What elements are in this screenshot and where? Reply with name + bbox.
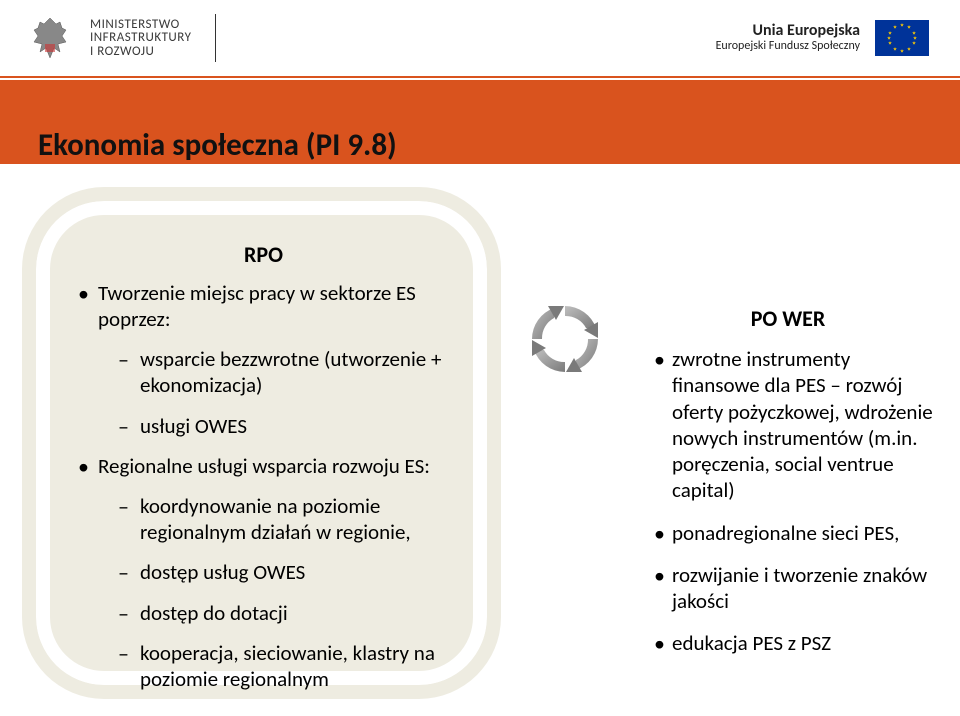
eu-flag-icon (874, 19, 930, 57)
right-panel: PO WER zwrotne instrumenty finansowe dla… (636, 305, 940, 673)
ministry-line1: MINISTERSTWO (90, 18, 191, 32)
page-title: Ekonomia społeczna (PI 9.8) (38, 126, 397, 164)
right-list: zwrotne instrumenty finansowe dla PES – … (636, 346, 940, 657)
left-sub: kooperacja, sieciowanie, klastry na pozi… (118, 640, 449, 693)
left-sub: wsparcie bezzwrotne (utworzenie + ekonom… (118, 346, 449, 399)
left-panel: RPO Tworzenie miejsc pracy w sektorze ES… (24, 189, 499, 697)
left-sub: dostęp do dotacji (118, 600, 449, 626)
eu-block: Unia Europejska Europejski Fundusz Społe… (716, 19, 930, 57)
right-heading: PO WER (636, 305, 940, 332)
left-sub: koordynowanie na poziomie regionalnym dz… (118, 493, 449, 546)
left-sub: dostęp usług OWES (118, 559, 449, 585)
left-heading: RPO (78, 241, 449, 268)
left-item-1-subs: koordynowanie na poziomie regionalnym dz… (78, 493, 449, 693)
eu-text: Unia Europejska Europejski Fundusz Społe… (716, 22, 860, 54)
left-sub: usługi OWES (118, 413, 449, 439)
left-item-1: Regionalne usługi wsparcia rozwoju ES: (78, 453, 449, 479)
ministry-block: MINISTERSTWO INFRASTRUKTURY I ROZWOJU (30, 14, 216, 62)
ministry-line3: I ROZWOJU (90, 45, 191, 59)
ministry-line2: INFRASTRUKTURY (90, 31, 191, 45)
cycle-arrows-icon (524, 298, 606, 380)
left-item-0: Tworzenie miejsc pracy w sektorze ES pop… (78, 280, 449, 332)
eagle-emblem-icon (30, 14, 70, 62)
slide: MINISTERSTWO INFRASTRUKTURY I ROZWOJU Un… (0, 0, 960, 716)
header-bar: MINISTERSTWO INFRASTRUKTURY I ROZWOJU Un… (0, 0, 960, 78)
right-item: ponadregionalne sieci PES, (654, 520, 940, 546)
left-item-0-subs: wsparcie bezzwrotne (utworzenie + ekonom… (78, 346, 449, 439)
right-item: rozwijanie i tworzenie znaków jakości (654, 562, 940, 615)
right-item: edukacja PES z PSZ (654, 630, 940, 656)
right-item: zwrotne instrumenty finansowe dla PES – … (654, 346, 940, 504)
eu-line2: Europejski Fundusz Społeczny (716, 40, 860, 54)
eu-line1: Unia Europejska (753, 22, 860, 40)
ministry-text: MINISTERSTWO INFRASTRUKTURY I ROZWOJU (90, 18, 191, 59)
